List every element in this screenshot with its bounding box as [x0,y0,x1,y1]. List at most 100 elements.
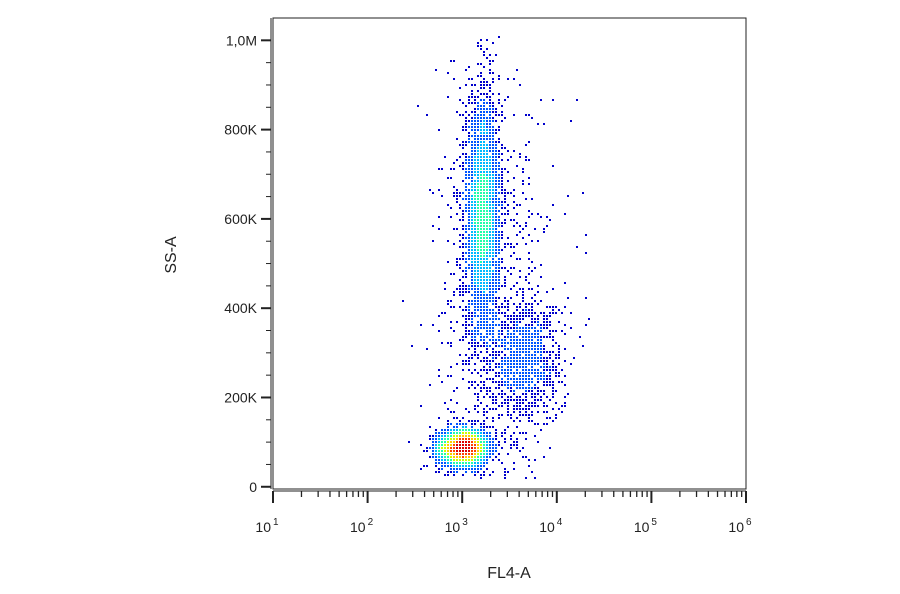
event-dot [474,456,476,458]
event-dot [486,336,488,338]
event-dot [477,372,479,374]
event-dot [486,282,488,284]
event-dot [498,114,500,116]
event-dot [528,288,530,290]
event-dot [477,96,479,98]
event-dot [522,447,524,449]
event-dot [537,378,539,380]
event-dot [489,252,491,254]
event-dot [486,81,488,83]
event-dot [540,336,542,338]
event-dot [486,195,488,197]
event-dot [492,177,494,179]
event-dot [477,153,479,155]
event-dot [513,315,515,317]
event-dot [495,249,497,251]
event-dot [489,207,491,209]
event-dot [513,207,515,209]
event-dot [465,270,467,272]
event-dot [453,432,455,434]
event-dot [483,303,485,305]
event-dot [525,390,527,392]
event-dot [477,267,479,269]
event-dot [525,378,527,380]
event-dot [492,78,494,80]
event-dot [552,366,554,368]
event-dot [489,453,491,455]
event-dot [468,219,470,221]
event-dot [468,168,470,170]
event-dot [474,441,476,443]
event-dot [471,315,473,317]
event-dot [492,324,494,326]
event-dot [438,435,440,437]
event-dot [459,435,461,437]
event-dot [507,204,509,206]
event-dot [498,93,500,95]
event-dot [504,117,506,119]
event-dot [489,285,491,287]
event-dot [522,183,524,185]
event-dot [471,246,473,248]
event-dot [534,267,536,269]
event-dot [456,192,458,194]
event-dot [564,333,566,335]
event-dot [480,465,482,467]
event-dot [525,354,527,356]
event-dot [462,339,464,341]
event-dot [447,447,449,449]
event-dot [471,423,473,425]
event-dot [495,300,497,302]
event-dot [495,261,497,263]
event-dot [477,441,479,443]
event-dot [480,261,482,263]
event-dot [504,189,506,191]
event-dot [525,144,527,146]
event-dot [507,372,509,374]
event-dot [474,126,476,128]
event-dot [525,114,527,116]
event-dot [546,375,548,377]
event-dot [519,375,521,377]
event-dot [480,111,482,113]
event-dot [453,453,455,455]
event-dot [522,360,524,362]
event-dot [552,99,554,101]
event-dot [483,246,485,248]
event-dot [471,357,473,359]
event-dot [528,159,530,161]
event-dot [528,330,530,332]
event-dot [492,192,494,194]
event-dot [489,327,491,329]
event-dot [504,219,506,221]
event-dot [513,252,515,254]
event-dot [492,318,494,320]
event-dot [459,114,461,116]
event-dot [483,261,485,263]
event-dot [480,129,482,131]
event-dot [543,318,545,320]
event-dot [477,399,479,401]
event-dot [498,99,500,101]
event-dot [495,150,497,152]
event-dot [477,330,479,332]
event-dot [459,165,461,167]
event-dot [528,282,530,284]
event-dot [492,159,494,161]
event-dot [483,204,485,206]
event-dot [477,276,479,278]
event-dot [483,243,485,245]
event-dot [522,372,524,374]
event-dot [492,291,494,293]
event-dot [585,252,587,254]
event-dot [552,204,554,206]
event-dot [474,147,476,149]
event-dot [498,216,500,218]
event-dot [495,357,497,359]
event-dot [489,165,491,167]
event-dot [531,339,533,341]
event-dot [480,189,482,191]
event-dot [504,471,506,473]
event-dot [501,432,503,434]
event-dot [456,450,458,452]
